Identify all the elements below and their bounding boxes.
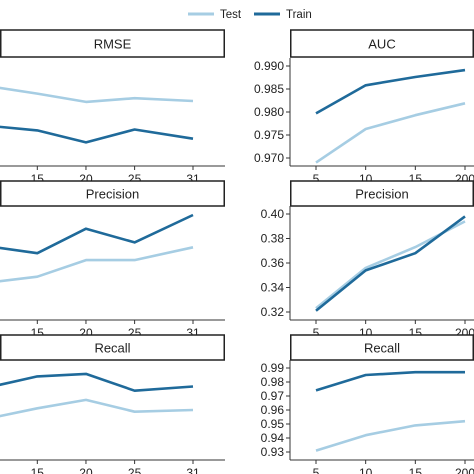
- x-tick-label: 25: [128, 466, 142, 474]
- panel-5: Recall 5 10 15 200 0.930.940.950.960.970.980.…: [261, 334, 474, 474]
- y-tick-label: 0.98: [261, 375, 285, 389]
- series-line-test: [315, 102, 466, 164]
- panel-title: Recall: [94, 341, 130, 356]
- y-tick-label: 0.94: [261, 431, 285, 445]
- y-tick-label: 0.99: [261, 361, 285, 375]
- legend-test-label: Test: [220, 9, 242, 21]
- y-tick-label: 0.990: [254, 59, 284, 73]
- panel-title-strip: [0, 334, 225, 361]
- panel-title: RMSE: [94, 37, 132, 52]
- x-tick-label: 5: [313, 466, 320, 474]
- panel-title-strip: [0, 29, 225, 58]
- series-line-train: [315, 370, 465, 392]
- x-tick-label: 10: [359, 466, 373, 474]
- legend-train-label: Train: [286, 9, 312, 21]
- series-line-train: [315, 215, 466, 312]
- panel-title: Precision: [86, 187, 139, 202]
- series-line-test: [0, 86, 194, 104]
- y-tick-label: 0.36: [261, 256, 285, 270]
- x-tick-label: 31: [186, 466, 200, 474]
- y-tick-label: 0.32: [261, 305, 285, 319]
- x-tick-label: 200: [455, 466, 474, 474]
- x-tick-label: 5: [313, 326, 320, 340]
- y-tick-label: 0.975: [254, 128, 284, 142]
- series-line-test: [0, 398, 194, 418]
- legend: Test Train: [188, 9, 312, 21]
- panel-title-strip: [290, 334, 474, 361]
- series-line-train: [0, 125, 194, 144]
- y-tick-label: 0.96: [261, 403, 285, 417]
- panel-title-strip: [290, 29, 474, 58]
- x-tick-label: 5: [313, 172, 320, 186]
- x-tick-label: 15: [409, 466, 423, 474]
- panel-title: AUC: [368, 37, 395, 52]
- y-tick-label: 0.985: [254, 82, 284, 96]
- y-tick-label: 0.95: [261, 417, 285, 431]
- series-line-train: [315, 68, 466, 115]
- panel-4: Recall 15 20 25 31: [0, 334, 225, 474]
- y-tick-label: 0.38: [261, 232, 285, 246]
- y-tick-label: 0.980: [254, 105, 284, 119]
- panel-title: Precision: [355, 187, 408, 202]
- panel-title-strip: [290, 180, 474, 207]
- y-tick-label: 0.93: [261, 445, 285, 459]
- series-line-test: [0, 246, 194, 283]
- x-tick-label: 20: [79, 466, 93, 474]
- series-line-test: [315, 419, 466, 452]
- x-tick-label: 15: [31, 466, 45, 474]
- y-tick-label: 0.40: [261, 207, 285, 221]
- y-tick-label: 0.34: [261, 281, 285, 295]
- series-line-train: [0, 372, 194, 393]
- series-line-train: [0, 213, 194, 255]
- y-tick-label: 0.970: [254, 151, 284, 165]
- panel-title: Recall: [364, 341, 400, 356]
- y-tick-label: 0.97: [261, 389, 285, 403]
- panel-title-strip: [0, 180, 225, 207]
